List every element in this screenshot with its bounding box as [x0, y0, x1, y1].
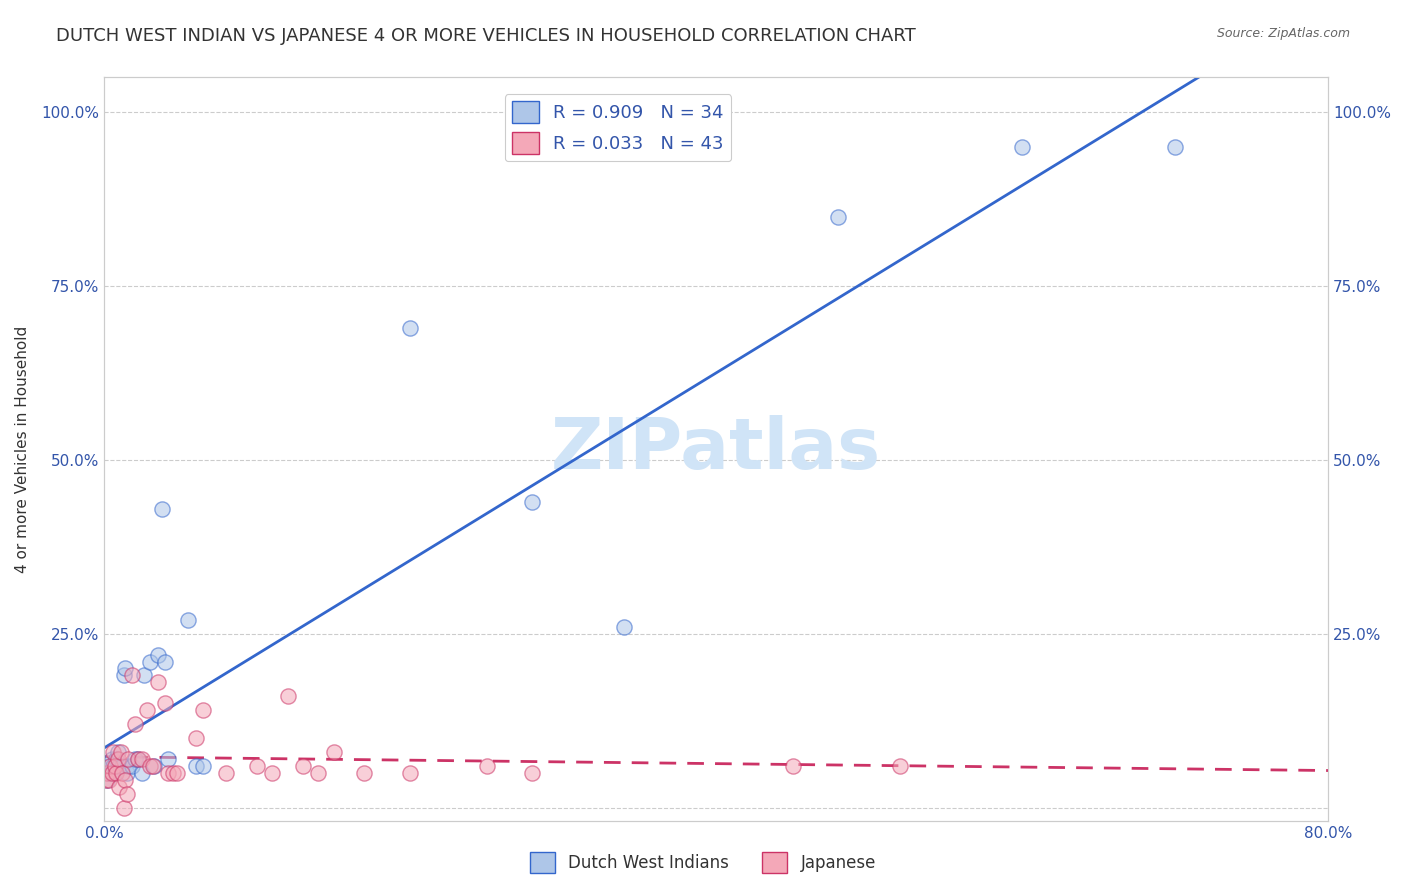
Point [121, 759, 143, 773]
Point [827, 210, 849, 224]
Point [101, 745, 124, 759]
Point [98, 759, 121, 773]
Point [105, 765, 128, 780]
Point [139, 655, 162, 669]
Text: DUTCH WEST INDIAN VS JAPANESE 4 OR MORE VEHICLES IN HOUSEHOLD CORRELATION CHART: DUTCH WEST INDIAN VS JAPANESE 4 OR MORE … [56, 27, 915, 45]
Point [146, 675, 169, 690]
Point [115, 765, 138, 780]
Point [111, 759, 134, 773]
Point [96, 765, 118, 780]
Point [143, 759, 166, 773]
Point [115, 787, 138, 801]
Point [1164, 140, 1187, 154]
Point [522, 765, 544, 780]
Point [184, 759, 207, 773]
Point [100, 765, 122, 780]
Point [246, 759, 269, 773]
Point [108, 759, 131, 773]
Point [97, 772, 120, 787]
Point [166, 765, 188, 780]
Point [107, 745, 129, 759]
Point [889, 759, 911, 773]
Point [1011, 140, 1033, 154]
Point [105, 752, 128, 766]
Point [117, 759, 139, 773]
Legend: Dutch West Indians, Japanese: Dutch West Indians, Japanese [523, 846, 883, 880]
Point [291, 759, 314, 773]
Point [131, 765, 153, 780]
Point [262, 765, 284, 780]
Point [177, 613, 200, 627]
Point [100, 752, 122, 766]
Point [135, 703, 157, 717]
Point [153, 696, 176, 710]
Point [101, 759, 124, 773]
Point [475, 759, 498, 773]
Point [399, 320, 422, 334]
Point [110, 745, 132, 759]
Point [104, 765, 127, 780]
Point [127, 752, 149, 766]
Point [107, 752, 129, 766]
Point [215, 765, 238, 780]
Point [112, 800, 135, 814]
Point [97, 759, 120, 773]
Point [184, 731, 207, 745]
Point [150, 501, 173, 516]
Point [94, 772, 117, 787]
Point [193, 703, 215, 717]
Text: Source: ZipAtlas.com: Source: ZipAtlas.com [1216, 27, 1350, 40]
Point [131, 752, 153, 766]
Point [353, 765, 375, 780]
Point [193, 759, 215, 773]
Point [98, 765, 121, 780]
Point [322, 745, 344, 759]
Point [157, 752, 180, 766]
Point [127, 752, 149, 766]
Point [153, 655, 176, 669]
Point [157, 765, 180, 780]
Point [117, 752, 139, 766]
Point [613, 620, 636, 634]
Point [162, 765, 184, 780]
Point [124, 717, 146, 731]
Point [782, 759, 804, 773]
Point [522, 494, 544, 508]
Point [112, 668, 135, 682]
Point [307, 765, 329, 780]
Y-axis label: 4 or more Vehicles in Household: 4 or more Vehicles in Household [15, 326, 30, 573]
Point [114, 661, 136, 675]
Point [399, 765, 422, 780]
Point [96, 772, 118, 787]
Text: ZIPatlas: ZIPatlas [551, 415, 882, 484]
Point [146, 648, 169, 662]
Point [121, 668, 143, 682]
Point [108, 780, 131, 794]
Point [132, 668, 155, 682]
Point [104, 759, 127, 773]
Point [114, 772, 136, 787]
Point [124, 752, 146, 766]
Legend: R = 0.909   N = 34, R = 0.033   N = 43: R = 0.909 N = 34, R = 0.033 N = 43 [505, 94, 731, 161]
Point [139, 759, 162, 773]
Point [277, 690, 299, 704]
Point [142, 759, 165, 773]
Point [111, 765, 134, 780]
